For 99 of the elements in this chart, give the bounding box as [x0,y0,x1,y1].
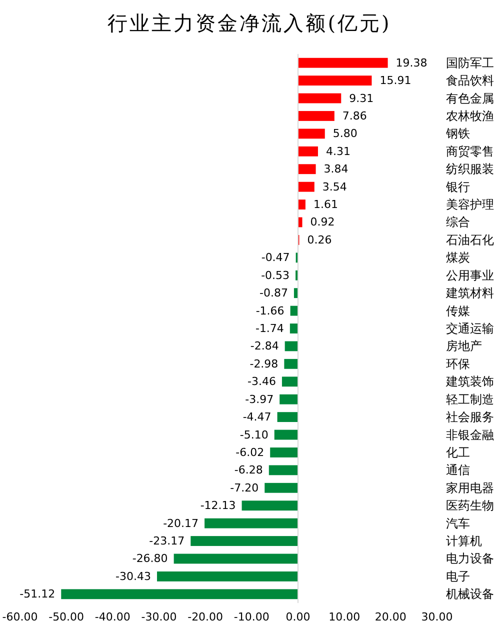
data-label: -6.02 [236,446,264,459]
y-tick-label: 银行 [445,180,470,194]
chart-title: 行业主力资金净流入额(亿元) [108,11,392,35]
x-tick-label: 0.00 [286,610,310,624]
data-label: 9.31 [349,92,374,105]
data-label: 5.80 [332,127,358,140]
bar [174,554,298,564]
data-label: -51.12 [20,588,56,601]
data-label: 1.61 [313,198,338,212]
x-tick-label: -50.00 [48,610,84,624]
data-label: -20.17 [163,516,199,530]
y-tick-label: 国防军工 [446,56,494,70]
bar [61,589,298,600]
bar [242,500,298,511]
bar [298,58,388,68]
data-label: -12.13 [200,499,236,512]
x-tick-label: -10.00 [234,610,270,624]
y-tick-label: 煤炭 [446,250,470,265]
y-tick-label: 计算机 [446,534,482,548]
bar [298,146,318,156]
y-tick-label: 电力设备 [446,552,494,566]
x-tick-label: 30.00 [421,610,453,624]
bar [268,465,298,476]
bar [298,164,316,174]
y-tick-label: 环保 [446,356,470,371]
data-label: 0.92 [310,216,335,229]
y-tick-label: 纺织服装 [446,162,494,176]
data-label: 4.31 [326,144,350,158]
data-label: -0.53 [261,268,290,282]
y-tick-label: 石油石化 [446,232,494,247]
bar [298,182,314,192]
data-label: -4.47 [242,410,272,424]
data-label: 3.54 [322,180,347,194]
y-tick-label: 传媒 [446,304,470,318]
y-tick-label: 建筑材料 [445,286,494,300]
y-tick-label: 轻工制造 [446,392,494,406]
bar [264,482,298,493]
bar [284,358,298,369]
data-label: -5.10 [240,428,268,442]
x-tick-label: -30.00 [141,610,177,624]
data-label: -2.84 [250,340,279,353]
bar [290,324,298,334]
data-label: -0.87 [260,286,288,300]
bar [298,200,306,210]
y-tick-label: 钢铁 [445,126,470,141]
bar [284,341,298,352]
data-label: -3.46 [248,375,276,388]
bar [298,76,372,86]
bar [274,430,298,440]
y-tick-label: 机械设备 [446,587,494,602]
x-tick-label: -20.00 [188,610,224,624]
data-label: -1.66 [256,304,284,318]
y-tick-label: 家用电器 [446,480,494,495]
y-tick-label: 建筑装饰 [445,374,494,389]
x-tick-label: -60.00 [2,610,38,624]
y-tick-label: 食品饮料 [446,74,494,88]
y-tick-label: 商贸零售 [446,144,494,158]
y-tick-label: 有色金属 [446,91,494,106]
y-tick-label: 综合 [446,215,470,230]
y-tick-label: 交通运输 [446,322,494,336]
x-tick-label: 20.00 [374,610,406,624]
y-tick-label: 农林牧渔 [446,108,494,123]
y-tick-label: 房地产 [446,339,482,354]
data-label: -1.74 [255,322,284,335]
bar [280,394,298,404]
bar [270,448,298,458]
data-label: -26.80 [132,552,168,566]
data-label: 7.86 [342,109,367,122]
data-label: -3.97 [245,392,274,406]
y-tick-label: 医药生物 [446,498,494,513]
x-tick-label: -40.00 [94,610,130,624]
bar [298,217,302,228]
x-tick-label: 10.00 [328,610,360,624]
data-label: -23.17 [149,534,185,548]
bar [298,93,342,104]
y-tick-label: 通信 [446,463,470,478]
data-label: -7.20 [230,481,259,494]
bar [298,111,334,121]
y-tick-label: 化工 [446,445,470,460]
bar [157,571,298,582]
y-tick-label: 公用事业 [446,268,494,282]
y-tick-label: 非银金融 [446,428,494,442]
data-label: 19.38 [396,56,428,70]
bar [190,536,298,546]
data-label: -2.98 [250,357,278,370]
bar [298,128,325,139]
data-label: -30.43 [116,570,152,583]
data-label: 0.26 [307,233,332,246]
bar [282,376,298,387]
data-label: 15.91 [380,74,412,88]
y-tick-label: 电子 [446,569,470,584]
bar [277,412,298,422]
data-label: -6.28 [234,464,263,477]
y-tick-label: 汽车 [446,516,470,530]
y-tick-label: 美容护理 [446,198,494,212]
data-label: -0.47 [261,251,290,264]
y-tick-label: 社会服务 [446,410,494,424]
data-label: 3.84 [324,162,348,176]
bar [204,518,298,528]
